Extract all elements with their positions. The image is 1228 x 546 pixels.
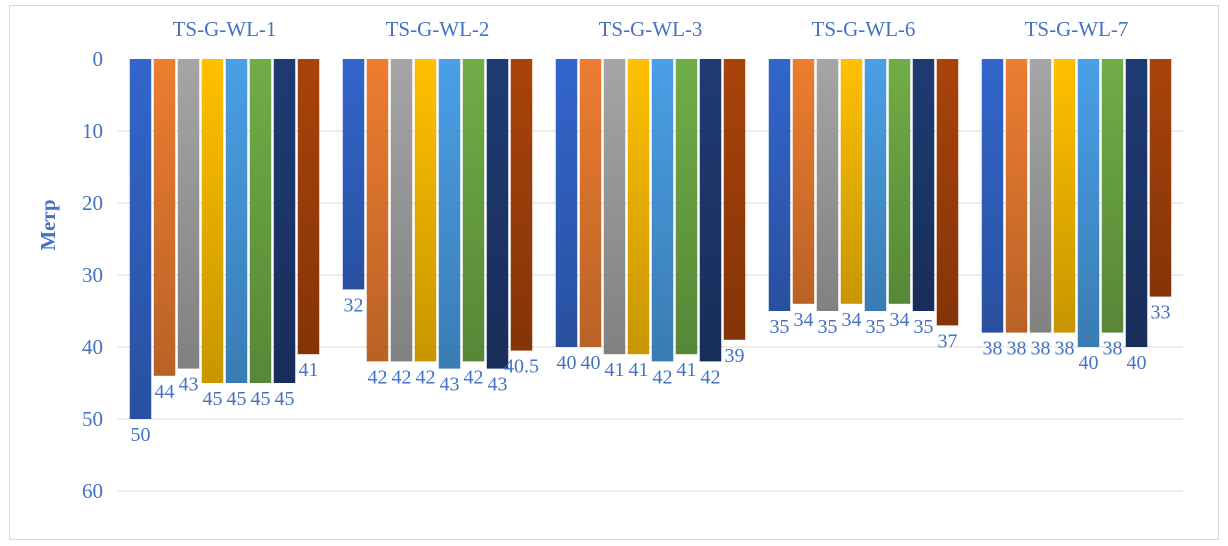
bar — [1125, 59, 1148, 347]
data-label: 42 — [368, 366, 388, 388]
bar — [603, 59, 626, 355]
bar — [723, 59, 746, 340]
bar — [792, 59, 815, 304]
data-label: 37 — [938, 330, 958, 352]
y-tick-label: 0 — [93, 47, 104, 71]
bar — [225, 59, 248, 383]
bar — [462, 59, 485, 362]
data-label: 45 — [251, 388, 271, 410]
bar — [981, 59, 1004, 333]
bar — [342, 59, 365, 290]
y-tick-label: 60 — [82, 479, 103, 503]
data-label: 40.5 — [504, 356, 539, 378]
category-label: TS-G-WL-6 — [812, 17, 916, 41]
data-label: 43 — [440, 374, 460, 396]
bar — [555, 59, 578, 347]
bar — [888, 59, 911, 304]
bar — [1077, 59, 1100, 347]
bar — [486, 59, 509, 369]
data-label: 41 — [299, 359, 319, 381]
bar — [627, 59, 650, 355]
bar — [510, 59, 533, 351]
bar — [153, 59, 176, 376]
bar — [768, 59, 791, 311]
bar — [1005, 59, 1028, 333]
data-label: 41 — [629, 359, 649, 381]
y-tick-label: 30 — [82, 263, 103, 287]
data-label: 38 — [1031, 338, 1051, 360]
data-label: 34 — [890, 309, 910, 331]
category-labels: TS-G-WL-1 TS-G-WL-2 TS-G-WL-3 TS-G-WL-6 TS-G… — [173, 17, 1129, 41]
y-axis-ticks: 0 10 20 30 40 50 60 — [82, 47, 103, 503]
bar — [414, 59, 437, 362]
data-label: 42 — [653, 366, 673, 388]
data-label: 35 — [770, 316, 790, 338]
data-label: 35 — [914, 316, 934, 338]
bar — [249, 59, 272, 383]
data-label: 38 — [983, 338, 1003, 360]
data-label: 35 — [866, 316, 886, 338]
gridlines — [118, 130, 1183, 492]
bar — [864, 59, 887, 311]
data-label: 41 — [677, 359, 697, 381]
bar — [1101, 59, 1124, 333]
y-tick-label: 40 — [82, 335, 103, 359]
bar — [273, 59, 296, 383]
data-label: 43 — [488, 374, 508, 396]
data-label: 45 — [227, 388, 247, 410]
data-label: 33 — [1151, 302, 1171, 324]
bar — [699, 59, 722, 362]
data-label: 38 — [1103, 338, 1123, 360]
category-label: TS-G-WL-2 — [386, 17, 490, 41]
data-label: 38 — [1007, 338, 1027, 360]
data-label: 35 — [818, 316, 838, 338]
bar — [1029, 59, 1052, 333]
bar — [675, 59, 698, 355]
data-label: 40 — [557, 352, 577, 374]
y-tick-label: 10 — [82, 119, 103, 143]
data-label: 40 — [1079, 352, 1099, 374]
y-tick-label: 20 — [82, 191, 103, 215]
bar — [1149, 59, 1172, 297]
bar — [579, 59, 602, 347]
data-label: 34 — [794, 309, 814, 331]
category-label: TS-G-WL-3 — [599, 17, 703, 41]
bar — [366, 59, 389, 362]
data-label: 45 — [275, 388, 295, 410]
bar — [129, 59, 152, 419]
y-axis-label: Метр — [36, 199, 60, 250]
data-label: 43 — [179, 374, 199, 396]
category-label: TS-G-WL-7 — [1025, 17, 1129, 41]
bar — [177, 59, 200, 369]
data-label: 40 — [581, 352, 601, 374]
bar — [1053, 59, 1076, 333]
bars — [129, 59, 1172, 419]
y-tick-label: 50 — [82, 407, 103, 431]
data-label: 32 — [344, 294, 364, 316]
bar — [912, 59, 935, 311]
data-label: 42 — [392, 366, 412, 388]
category-label: TS-G-WL-1 — [173, 17, 277, 41]
data-label: 38 — [1055, 338, 1075, 360]
data-label: 34 — [842, 309, 862, 331]
bar — [936, 59, 959, 326]
bar — [438, 59, 461, 369]
data-label: 40 — [1127, 352, 1147, 374]
bar — [201, 59, 224, 383]
data-label: 42 — [416, 366, 436, 388]
bar — [816, 59, 839, 311]
data-label: 39 — [725, 345, 745, 367]
bar — [840, 59, 863, 304]
data-label: 42 — [701, 366, 721, 388]
data-label: 45 — [203, 388, 223, 410]
bar — [297, 59, 320, 355]
data-label: 42 — [464, 366, 484, 388]
data-label: 41 — [605, 359, 625, 381]
bar — [651, 59, 674, 362]
data-label: 44 — [155, 381, 175, 403]
data-label: 50 — [131, 424, 151, 446]
bar — [390, 59, 413, 362]
